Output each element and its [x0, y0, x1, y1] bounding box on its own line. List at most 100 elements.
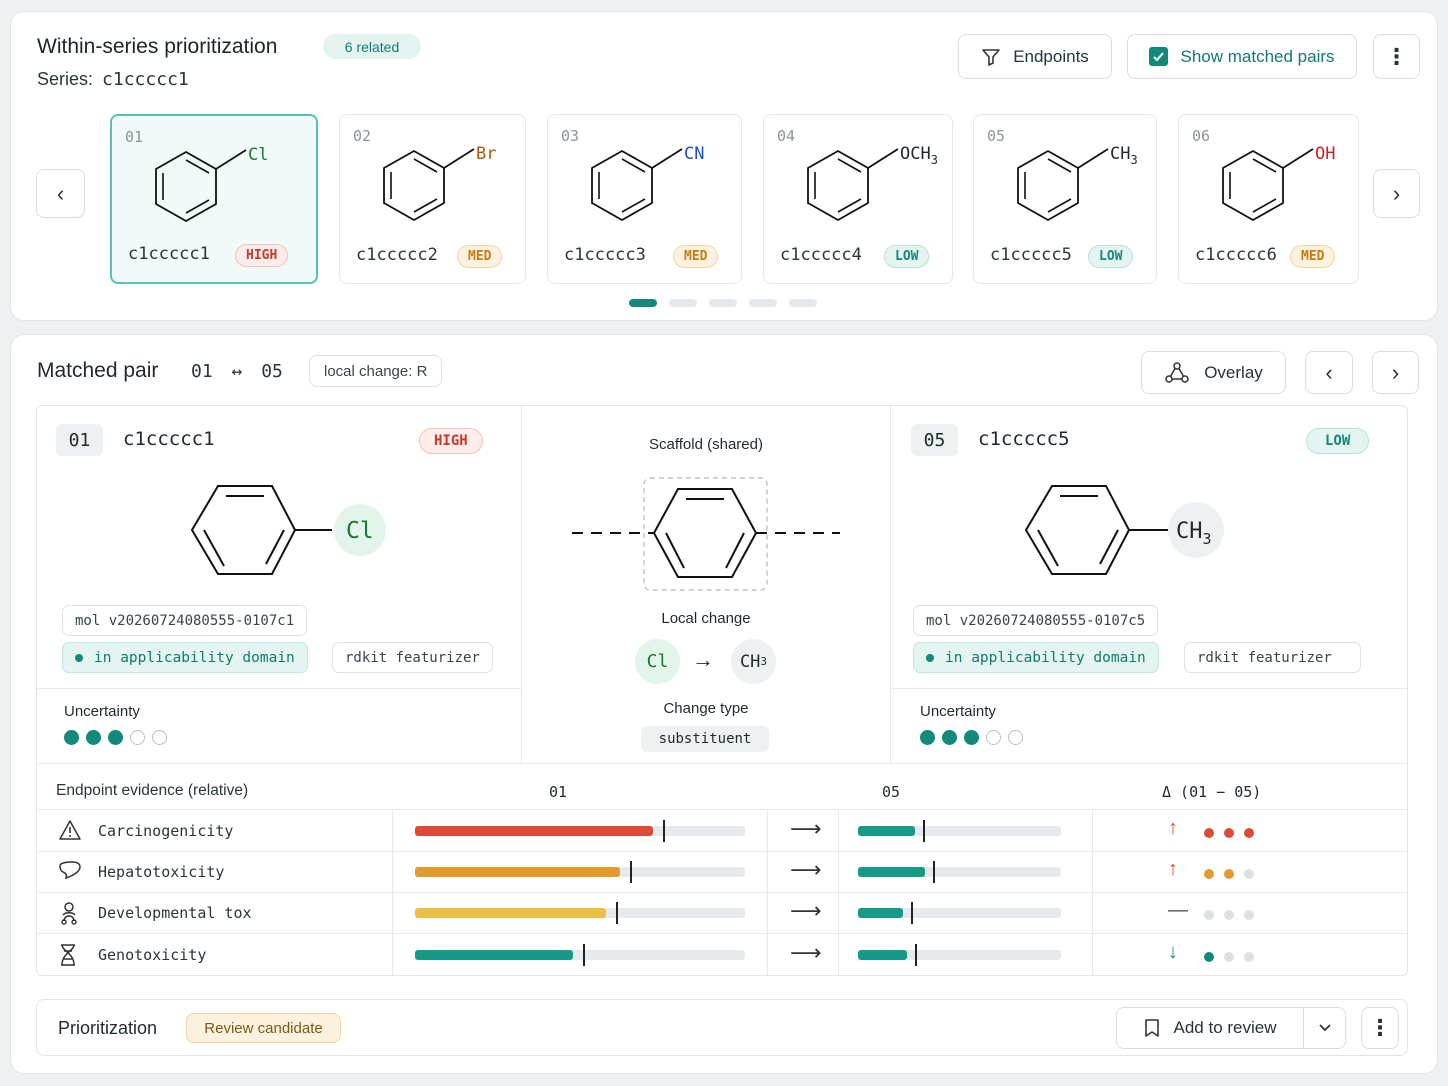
molecule-card-05[interactable]: 05 CH3 c1ccccc5 LOW: [973, 114, 1157, 284]
dna-icon: [58, 943, 78, 972]
pager-dot-5[interactable]: [789, 299, 817, 307]
left-structure: Cl: [190, 485, 386, 575]
change-from-chip: Cl: [635, 639, 680, 684]
severity-dots: [1204, 866, 1264, 884]
right-structure: CH3: [1024, 485, 1224, 575]
molecule-card-04[interactable]: 04 OCH3 c1ccccc4 LOW: [763, 114, 953, 284]
risk-badge: MED: [457, 245, 503, 268]
right-smiles: c1ccccc5: [978, 428, 1070, 450]
pager-dot-3[interactable]: [709, 299, 737, 307]
change-arrow-icon: →: [692, 647, 714, 672]
from-bar-fill: [415, 908, 607, 918]
pager-dot-4[interactable]: [749, 299, 777, 307]
checkbox-icon[interactable]: [1149, 47, 1169, 66]
molecule-smiles: c1ccccc6: [1195, 245, 1277, 265]
kebab-icon: ⋮: [1385, 43, 1408, 69]
molecule-overlay-icon: [1165, 361, 1189, 383]
carousel-prev-button[interactable]: ‹: [36, 169, 85, 218]
overlay-button[interactable]: Overlay: [1141, 351, 1286, 394]
risk-badge: MED: [673, 245, 719, 268]
chevron-left-icon: ‹: [1325, 359, 1333, 385]
pager-dot-1[interactable]: [629, 299, 657, 307]
chevron-left-icon: ‹: [56, 180, 65, 206]
right-domain-tag: in applicability domain: [913, 642, 1159, 673]
bookmark-icon: [1144, 1019, 1159, 1037]
right-uncertainty-label: Uncertainty: [920, 703, 996, 720]
molecule-index: 01: [125, 128, 144, 146]
filter-icon: [982, 48, 1000, 66]
to-bar-fill: [858, 908, 903, 918]
kebab-icon: ⋮: [1369, 1015, 1391, 1040]
chevron-down-icon: [1318, 1024, 1331, 1032]
left-featurizer: rdkit featurizer: [332, 642, 493, 673]
molecule-card-03[interactable]: 03 CN c1ccccc3 MED: [547, 114, 742, 284]
to-bar-fill: [858, 867, 925, 877]
pair-prev-button[interactable]: ‹: [1305, 351, 1353, 394]
arrow-right-icon: ⟶: [790, 857, 822, 882]
left-risk-badge: HIGH: [419, 428, 483, 454]
risk-badge: LOW: [884, 245, 930, 268]
molecule-smiles: c1ccccc3: [564, 245, 646, 265]
to-bar-marker: [910, 902, 913, 924]
pair-indices: 01 ↔ 05: [191, 361, 283, 382]
to-bar-fill: [858, 826, 915, 836]
left-substituent: Cl: [346, 518, 374, 544]
carousel-pager: [629, 299, 817, 307]
more-menu-button[interactable]: ⋮: [1373, 34, 1420, 79]
scaffold-structure: [572, 477, 840, 591]
severity-dots: [1204, 949, 1264, 967]
left-uncertainty-dots: [64, 730, 174, 750]
to-bar-marker: [914, 944, 917, 966]
carousel-next-button[interactable]: ›: [1373, 169, 1420, 218]
to-bar-marker: [922, 820, 925, 842]
endpoints-button[interactable]: Endpoints: [958, 34, 1112, 79]
molecule-index: 05: [987, 127, 1006, 145]
evidence-col-from: 01: [549, 783, 568, 801]
from-bar-marker: [616, 902, 619, 924]
baby-icon: [58, 901, 80, 930]
molecule-structure: CH3: [1017, 144, 1138, 222]
local-change-tag: local change: R: [309, 355, 443, 387]
svg-text:OH: OH: [1315, 144, 1335, 164]
molecule-card-01[interactable]: 01 Cl c1ccccc1 HIGH: [110, 114, 318, 284]
chevron-right-icon: ›: [1392, 180, 1401, 206]
from-bar-fill: [415, 826, 653, 836]
delta-direction-icon: —: [1168, 899, 1188, 921]
arrow-right-icon: ⟶: [790, 898, 822, 923]
pair-from: 01: [191, 361, 213, 382]
pager-dot-2[interactable]: [669, 299, 697, 307]
series-line: Series: c1ccccc1: [37, 69, 189, 90]
molecule-card-06[interactable]: 06 OH c1ccccc6 MED: [1178, 114, 1359, 284]
from-bar-track: [415, 950, 745, 960]
svg-text:CH3: CH3: [1110, 144, 1138, 167]
from-bar-marker: [662, 820, 665, 842]
overlay-label: Overlay: [1204, 362, 1263, 382]
molecule-structure: OCH3: [807, 144, 938, 222]
to-bar-track: [858, 826, 1061, 836]
status-dot-icon: [75, 653, 83, 662]
molecule-index: 04: [777, 127, 796, 145]
change-type-value: substituent: [641, 726, 769, 752]
pair-next-button[interactable]: ›: [1372, 351, 1419, 394]
delta-direction-icon: ↑: [1168, 817, 1178, 839]
footer-more-button[interactable]: ⋮: [1361, 1007, 1399, 1049]
show-matched-toggle[interactable]: Show matched pairs: [1127, 34, 1357, 79]
endpoints-label: Endpoints: [1013, 46, 1089, 66]
local-change-label: Local change: [661, 610, 751, 627]
right-index-chip: 05: [911, 424, 958, 456]
molecule-card-02[interactable]: 02 Br c1ccccc2 MED: [339, 114, 526, 284]
endpoint-name: Genotoxicity: [98, 946, 207, 964]
add-to-review-button[interactable]: Add to review: [1116, 1007, 1304, 1049]
series-value: c1ccccc1: [102, 69, 189, 90]
related-badge: 6 related: [323, 34, 421, 59]
add-to-review-dropdown[interactable]: [1303, 1007, 1346, 1049]
scaffold-label: Scaffold (shared): [649, 436, 763, 453]
evidence-header-label: Endpoint evidence (relative): [56, 782, 249, 799]
svg-text:CN: CN: [684, 144, 704, 164]
to-bar-fill: [858, 950, 907, 960]
molecule-smiles: c1ccccc5: [990, 245, 1072, 265]
endpoint-name: Developmental tox: [98, 904, 252, 922]
chevron-right-icon: ›: [1391, 359, 1400, 385]
to-bar-marker: [932, 861, 935, 883]
from-bar-marker: [583, 944, 586, 966]
